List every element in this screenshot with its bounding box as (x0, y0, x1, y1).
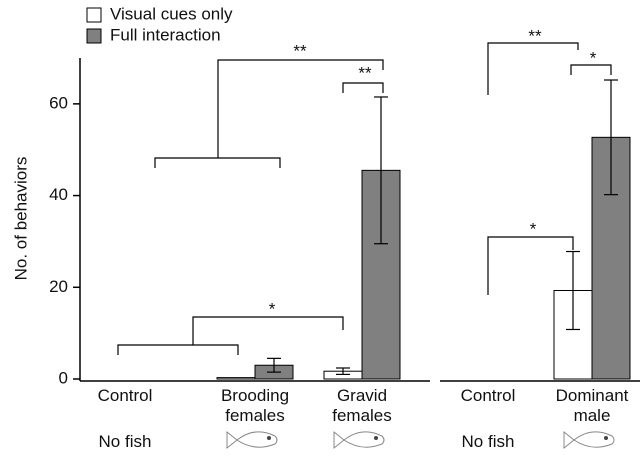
y-tick-label: 40 (49, 185, 68, 204)
sublabel: No fish (443, 432, 533, 452)
x-tick-label: Dominant male (547, 386, 637, 426)
significance-label: * (269, 299, 276, 318)
x-tick-label: Gravid females (317, 386, 407, 426)
significance-label: * (590, 48, 597, 67)
legend-swatch (87, 8, 101, 22)
bar (217, 378, 255, 379)
legend-swatch (87, 29, 101, 43)
fish-eye (267, 436, 271, 440)
y-tick-label: 60 (49, 93, 68, 112)
fish-eye (374, 436, 378, 440)
x-tick-label: Control (80, 386, 170, 406)
fish-eye (604, 436, 608, 440)
y-tick-label: 0 (59, 368, 68, 387)
legend-label: Visual cues only (110, 4, 233, 23)
figure: 0204060No. of behaviors*********Visual c… (0, 0, 642, 462)
y-axis-label: No. of behaviors (11, 157, 30, 281)
x-tick-label: Brooding females (210, 386, 300, 426)
significance-bracket (193, 317, 343, 345)
significance-bracket (155, 158, 280, 168)
x-tick-label: Control (443, 386, 533, 406)
legend-label: Full interaction (110, 25, 221, 44)
significance-label: ** (358, 63, 372, 82)
significance-label: ** (293, 41, 307, 60)
significance-label: ** (528, 26, 542, 45)
significance-bracket (343, 83, 383, 93)
significance-bracket (118, 345, 238, 355)
significance-label: * (530, 219, 537, 238)
significance-bracket (488, 237, 573, 295)
y-tick-label: 20 (49, 277, 68, 296)
significance-bracket (488, 43, 578, 95)
sublabel: No fish (80, 432, 170, 452)
